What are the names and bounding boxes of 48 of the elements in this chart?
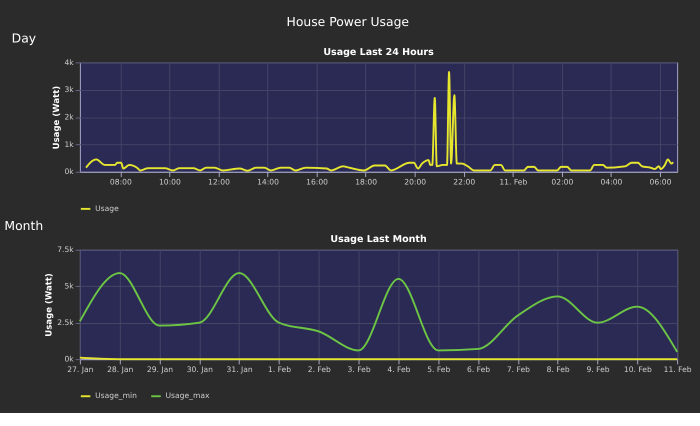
legend-label: Usage_max — [165, 391, 210, 400]
y-tick-label: 3k — [64, 85, 74, 94]
y-tick-label: 2.5k — [57, 318, 74, 328]
x-tick-label: 5. Feb — [427, 364, 450, 374]
x-tick-label: 22:00 — [453, 178, 476, 187]
legend-label: Usage — [95, 204, 120, 213]
x-tick-label: 30. Jan — [186, 364, 214, 374]
x-tick-label: 18:00 — [355, 178, 378, 187]
y-tick-label: 4k — [64, 58, 74, 67]
x-tick-label: 8. Feb — [546, 364, 570, 374]
y-axis-title: Usage (Watt) — [52, 86, 62, 150]
chart-subtitle: Month — [4, 218, 44, 233]
x-tick-label: 2. Feb — [308, 364, 332, 374]
y-axis-title: Usage (Watt) — [44, 273, 54, 337]
legend-label: Usage_min — [95, 391, 138, 400]
y-tick-label: 2k — [64, 112, 74, 122]
line-series — [78, 272, 678, 353]
y-tick-label: 5k — [64, 282, 74, 291]
x-tick-label: 3. Feb — [348, 364, 371, 374]
x-tick-label: 20:00 — [404, 178, 426, 187]
x-tick-label: 02:00 — [551, 178, 574, 187]
chart-subtitle: Day — [12, 31, 36, 46]
x-tick-label: 9. Feb — [586, 364, 610, 374]
x-tick-label: 10:00 — [158, 178, 182, 187]
chart-title: Usage Last 24 Hours — [323, 46, 434, 58]
x-tick-label: 04:00 — [600, 178, 623, 187]
y-tick-label: 1k — [64, 140, 74, 149]
x-tick-label: 14:00 — [257, 178, 280, 187]
x-tick-label: 1. Feb — [268, 364, 292, 374]
text: House Power Usage — [286, 14, 410, 29]
x-tick-label: 12:00 — [208, 178, 230, 187]
x-tick-label: 27. Jan — [67, 364, 94, 374]
x-tick-label: 11. Feb — [664, 364, 692, 374]
y-tick-label: 0k — [64, 167, 74, 176]
x-tick-label: 28. Jan — [107, 364, 134, 374]
x-tick-label: 11. Feb — [499, 178, 528, 187]
x-tick-label: 31. Jan — [226, 364, 253, 374]
x-tick-label: 08:00 — [110, 178, 132, 187]
x-tick-label: 29. Jan — [146, 364, 174, 374]
x-tick-label: 6. Feb — [467, 364, 490, 374]
x-tick-label: 06:00 — [650, 178, 672, 187]
x-tick-label: 4. Feb — [387, 364, 411, 374]
y-tick-label: 0k — [64, 354, 74, 364]
x-tick-label: 16:00 — [306, 178, 328, 187]
y-tick-label: 7.5k — [57, 245, 74, 254]
x-tick-label: 7. Feb — [506, 364, 530, 374]
chart-title: Usage Last Month — [330, 234, 427, 246]
x-tick-label: 10. Feb — [624, 364, 652, 374]
